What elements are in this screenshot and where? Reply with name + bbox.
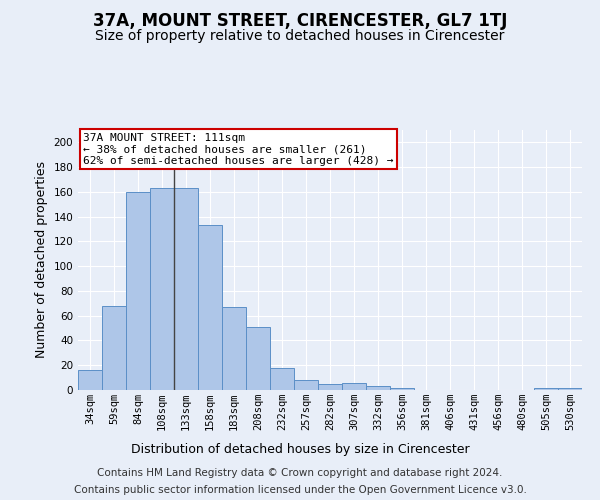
Bar xyxy=(126,192,150,390)
Text: Contains public sector information licensed under the Open Government Licence v3: Contains public sector information licen… xyxy=(74,485,526,495)
Text: Size of property relative to detached houses in Cirencester: Size of property relative to detached ho… xyxy=(95,29,505,43)
Bar xyxy=(390,388,414,390)
Bar xyxy=(270,368,294,390)
Bar xyxy=(294,380,318,390)
Bar xyxy=(366,386,390,390)
Bar xyxy=(150,188,174,390)
Bar xyxy=(174,188,198,390)
Bar xyxy=(222,307,246,390)
Bar xyxy=(318,384,342,390)
Text: Distribution of detached houses by size in Cirencester: Distribution of detached houses by size … xyxy=(131,442,469,456)
Bar xyxy=(198,226,222,390)
Bar xyxy=(534,388,558,390)
Text: 37A MOUNT STREET: 111sqm
← 38% of detached houses are smaller (261)
62% of semi-: 37A MOUNT STREET: 111sqm ← 38% of detach… xyxy=(83,132,394,166)
Text: 37A, MOUNT STREET, CIRENCESTER, GL7 1TJ: 37A, MOUNT STREET, CIRENCESTER, GL7 1TJ xyxy=(93,12,507,30)
Text: Contains HM Land Registry data © Crown copyright and database right 2024.: Contains HM Land Registry data © Crown c… xyxy=(97,468,503,477)
Bar xyxy=(78,370,102,390)
Bar xyxy=(558,388,582,390)
Bar xyxy=(342,382,366,390)
Bar xyxy=(246,327,270,390)
Y-axis label: Number of detached properties: Number of detached properties xyxy=(35,162,48,358)
Bar xyxy=(102,306,126,390)
